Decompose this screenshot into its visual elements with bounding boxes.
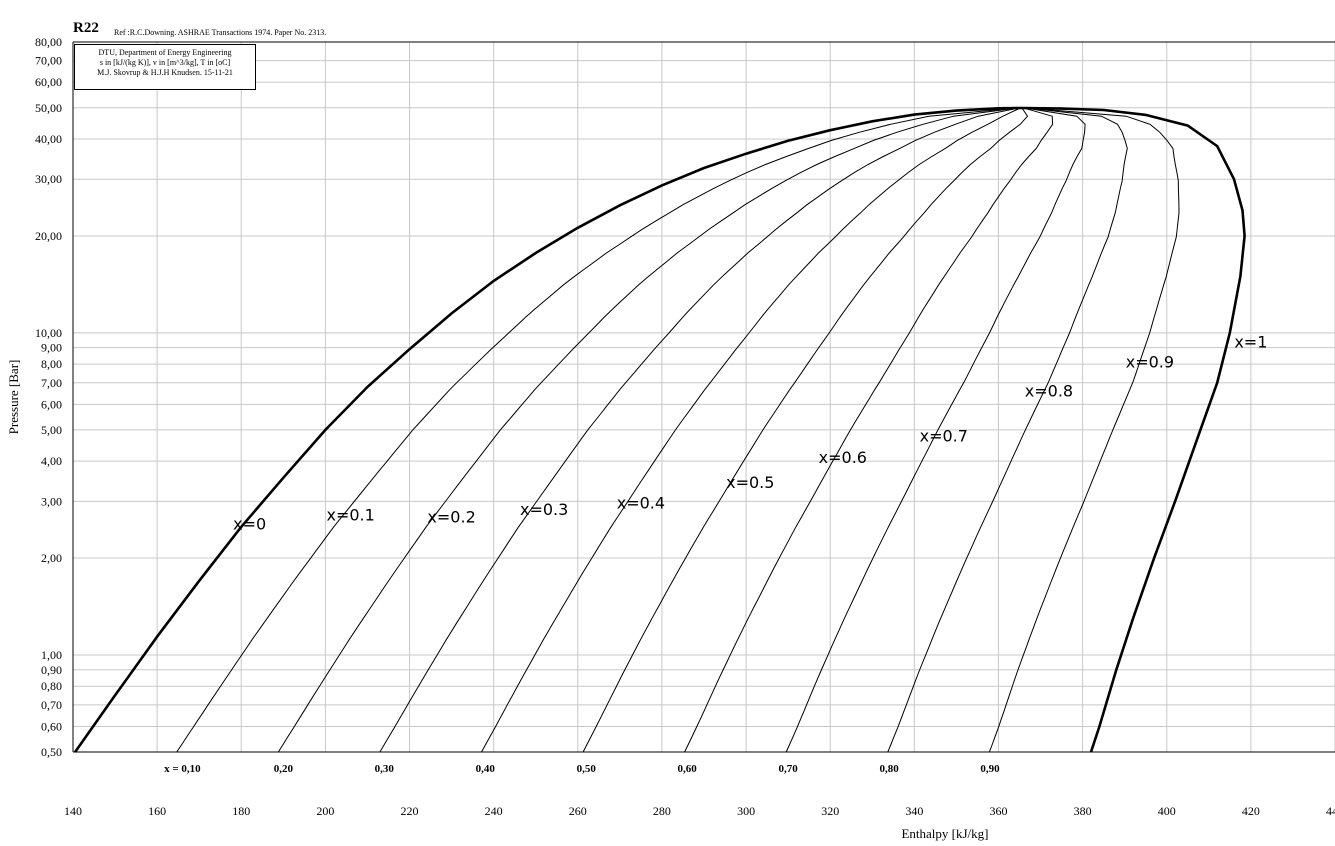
quality-line bbox=[684, 107, 1054, 753]
quality-line bbox=[481, 107, 1024, 753]
x-tick-label: 260 bbox=[569, 804, 587, 818]
y-tick-label: 30,00 bbox=[35, 172, 62, 186]
quality-tick-label: 0,30 bbox=[375, 763, 395, 775]
curve-label: x=0.8 bbox=[1025, 381, 1073, 400]
y-tick-label: 20,00 bbox=[35, 229, 62, 243]
x-tick-label: 400 bbox=[1158, 804, 1176, 818]
quality-tick-label: 0,60 bbox=[678, 763, 698, 775]
curve-label: x=0.7 bbox=[920, 427, 968, 446]
curve-label: x=0.5 bbox=[726, 473, 774, 492]
quality-line bbox=[988, 107, 1180, 753]
y-tick-label: 6,00 bbox=[41, 397, 62, 411]
curve-label: x=0.4 bbox=[617, 494, 665, 513]
curve-label: x=1 bbox=[1234, 333, 1267, 352]
quality-tick-label: 0,90 bbox=[980, 763, 1000, 775]
x-axis-title: Enthalpy [kJ/kg] bbox=[901, 826, 988, 841]
x-tick-label: 300 bbox=[737, 804, 755, 818]
x-tick-label: 340 bbox=[905, 804, 923, 818]
quality-line bbox=[785, 107, 1086, 753]
y-tick-label: 1,00 bbox=[41, 648, 62, 662]
curve-label: x=0.3 bbox=[520, 500, 568, 519]
y-tick-label: 0,90 bbox=[41, 663, 62, 677]
quality-tick-label: 0,20 bbox=[274, 763, 294, 775]
y-tick-label: 8,00 bbox=[41, 357, 62, 371]
quality-line bbox=[379, 107, 1024, 753]
y-tick-label: 80,00 bbox=[35, 35, 62, 49]
quality-tick-label: x = 0,10 bbox=[164, 763, 201, 775]
x-tick-label: 240 bbox=[485, 804, 503, 818]
quality-tick-label: 0,40 bbox=[476, 763, 496, 775]
grid bbox=[72, 41, 1335, 753]
curve-label: x=0.6 bbox=[819, 448, 867, 467]
y-tick-label: 7,00 bbox=[41, 376, 62, 390]
quality-tick-label: 0,70 bbox=[779, 763, 799, 775]
quality-line bbox=[887, 107, 1128, 753]
quality-line bbox=[582, 107, 1029, 753]
x-tick-label: 140 bbox=[64, 804, 82, 818]
x-tick-label: 360 bbox=[989, 804, 1007, 818]
y-tick-label: 0,80 bbox=[41, 679, 62, 693]
quality-tick-label: 0,50 bbox=[577, 763, 597, 775]
x-tick-label: 420 bbox=[1242, 804, 1260, 818]
y-tick-label: 60,00 bbox=[35, 75, 62, 89]
info-line-2: s in [kJ/(kg K)], v in [m^3/kg], T in [o… bbox=[99, 58, 231, 67]
labels: 140 160 180 200 220 240 260 280 300 320 340 360 380 4… bbox=[6, 35, 1335, 841]
y-tick-label: 0,50 bbox=[41, 745, 62, 759]
curve-label: x=0.2 bbox=[427, 507, 475, 526]
y-tick-label: 2,00 bbox=[41, 551, 62, 565]
x-tick-label: 280 bbox=[653, 804, 671, 818]
x-tick-label: 380 bbox=[1074, 804, 1092, 818]
y-axis-title: Pressure [Bar] bbox=[6, 360, 21, 435]
x-tick-label: 440 bbox=[1326, 804, 1335, 818]
y-tick-label: 0,60 bbox=[41, 719, 62, 733]
chart-subtitle: Ref :R.C.Downing. ASHRAE Transactions 19… bbox=[114, 28, 327, 37]
info-line-1: DTU, Department of Energy Engineering bbox=[98, 48, 232, 57]
quality-line bbox=[277, 107, 1024, 753]
info-box: DTU, Department of Energy Engineering s … bbox=[74, 44, 256, 90]
info-line-3: M.J. Skovrup & H.J.H Knudsen. 15-11-21 bbox=[97, 68, 233, 77]
curve-label: x=0 bbox=[233, 515, 266, 534]
y-tick-label: 0,70 bbox=[41, 698, 62, 712]
y-tick-label: 3,00 bbox=[41, 494, 62, 508]
y-tick-label: 5,00 bbox=[41, 423, 62, 437]
x-tick-label: 320 bbox=[821, 804, 839, 818]
x-tick-label: 200 bbox=[316, 804, 334, 818]
x-tick-label: 220 bbox=[401, 804, 419, 818]
y-tick-label: 10,00 bbox=[35, 326, 62, 340]
saturated-liquid-line bbox=[74, 106, 1024, 753]
y-tick-label: 50,00 bbox=[35, 101, 62, 115]
y-tick-label: 40,00 bbox=[35, 132, 62, 146]
curve-label: x=0.1 bbox=[326, 505, 374, 524]
y-tick-label: 4,00 bbox=[41, 454, 62, 468]
quality-tick-label: 0,80 bbox=[879, 763, 899, 775]
x-tick-label: 160 bbox=[148, 804, 166, 818]
curves bbox=[74, 106, 1246, 753]
curve-label: x=0.9 bbox=[1126, 353, 1174, 372]
quality-line bbox=[176, 107, 1024, 753]
saturated-vapor-line bbox=[1023, 106, 1246, 753]
y-tick-label: 70,00 bbox=[35, 54, 62, 68]
y-tick-label: 9,00 bbox=[41, 341, 62, 355]
x-tick-label: 180 bbox=[232, 804, 250, 818]
chart-title: R22 bbox=[73, 20, 99, 36]
